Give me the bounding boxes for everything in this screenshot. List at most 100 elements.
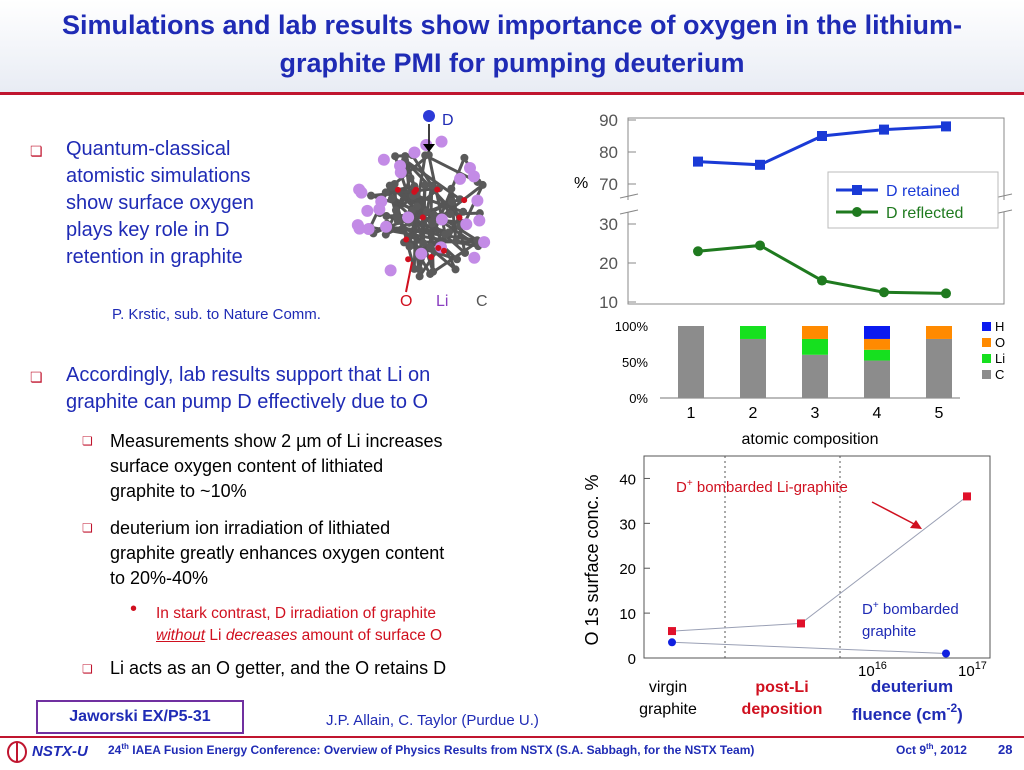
oxygen-atom-icon — [428, 254, 435, 261]
legend-label-0: D retained — [886, 183, 960, 200]
label-sup: + — [873, 600, 879, 611]
label-d: D — [862, 601, 873, 618]
title-bar — [0, 0, 1024, 92]
lithium-atom-icon — [463, 161, 476, 174]
line-chart-ytick: 20 — [599, 254, 618, 273]
carbon-atom-icon — [447, 197, 456, 206]
carbon-atom-icon — [415, 272, 424, 281]
oxygen-atom-icon — [403, 236, 410, 243]
bar-legend-swatch-icon — [982, 354, 991, 363]
region-label-virgin: virgin — [649, 679, 687, 696]
carbon-atom-icon — [447, 184, 456, 193]
oxygen-atom-icon — [412, 186, 419, 193]
lithium-atom-icon — [394, 166, 407, 179]
bar-legend-label: C — [995, 367, 1004, 382]
footer-text: 24th IAEA Fusion Energy Conference: Over… — [108, 742, 754, 757]
bar-segment-h — [864, 326, 890, 339]
sub-sub-line-2: without Li decreases amount of surface O — [156, 625, 556, 647]
scatter-point-li-graphite — [797, 619, 805, 628]
scatter-ytick: 0 — [628, 651, 636, 668]
lithium-atom-icon — [435, 135, 448, 148]
line-chart-ytick: 30 — [599, 215, 618, 234]
label-d: D — [442, 112, 454, 129]
sub-bullet-marker-icon: ❏ — [82, 434, 93, 448]
bar-segment-li — [740, 326, 766, 339]
carbon-atom-icon — [385, 181, 394, 190]
carbon-atom-icon — [422, 207, 431, 216]
axis-break-gap — [622, 200, 636, 212]
fluence-close: ) — [957, 705, 963, 724]
scatter-series — [668, 492, 971, 658]
carbon-atom-icon — [426, 242, 435, 251]
sub-bullet-3: Li acts as an O getter, and the O retain… — [110, 658, 447, 678]
sub-sub-bullet: In stark contrast, D irradiation of grap… — [156, 603, 556, 647]
lithium-atom-icon — [408, 146, 421, 159]
bar-legend-label: O — [995, 335, 1005, 350]
label-rest: bombarded — [879, 601, 959, 618]
carbon-atom-icon — [421, 151, 430, 160]
o-pointer-line — [405, 261, 413, 293]
data-point-retained — [693, 156, 703, 167]
bar-legend-swatch-icon — [982, 370, 991, 379]
scatter-ytick: 20 — [619, 561, 636, 578]
allain-reference: J.P. Allain, C. Taylor (Purdue U.) — [326, 712, 539, 729]
bar-segment-o — [864, 338, 890, 350]
lithium-atom-icon — [373, 203, 386, 216]
atom-cluster — [351, 135, 491, 281]
lithium-atom-icon — [468, 251, 481, 264]
lithium-atom-icon — [384, 264, 397, 277]
fluence-text: fluence (cm — [852, 705, 946, 724]
bar-segment-c — [864, 360, 890, 398]
carbon-atom-icon — [405, 242, 414, 251]
scatter-point-li-graphite — [668, 627, 676, 636]
bar-chart-ytick: 100% — [615, 319, 649, 334]
bar-chart-ytick: 50% — [622, 355, 648, 370]
carbon-atom-icon — [427, 181, 436, 190]
bar-legend-swatch-icon — [982, 338, 991, 347]
molecule-figure: D O Li C — [351, 110, 491, 310]
carbon-atom-icon — [392, 212, 401, 221]
li-word: Li — [205, 627, 226, 644]
carbon-atom-icon — [406, 174, 415, 183]
jaworski-reference: Jaworski EX/P5-31 — [36, 700, 244, 734]
title-rule — [0, 92, 1024, 95]
carbon-atom-icon — [381, 188, 390, 197]
legend-marker-icon — [852, 207, 862, 217]
region-label-deuterium: deuterium — [871, 677, 953, 696]
data-point-reflected — [817, 275, 827, 286]
data-point-retained — [941, 121, 951, 132]
data-point-retained — [879, 124, 889, 135]
bullet-2-line: graphite can pump D effectively due to O — [66, 391, 429, 413]
axis-break-mark — [619, 209, 639, 215]
bar-chart-xtick: 5 — [935, 405, 944, 422]
footer-conf: IAEA Fusion Energy Conference: Overview … — [128, 743, 755, 757]
sub-bullet-1: Measurements show 2 µm of Li increases s… — [110, 429, 550, 504]
line-chart-ticks: 90 80 70 30 20 10 — [599, 111, 636, 312]
carbon-atom-icon — [391, 152, 400, 161]
line-chart-ytick: 10 — [599, 293, 618, 312]
bar-segment-o — [802, 326, 828, 339]
sub-bullet-2-line: to 20%-40% — [110, 568, 209, 588]
lithium-atom-icon — [454, 172, 467, 185]
carbon-atom-icon — [421, 181, 430, 190]
scatter-ytick: 10 — [619, 606, 636, 623]
data-point-reflected — [693, 246, 703, 257]
carbon-atom-icon — [446, 210, 455, 219]
nstx-logo: NSTX-U — [6, 740, 98, 764]
slide-title: Simulations and lab results show importa… — [61, 10, 963, 78]
bar-chart-ytick: 0% — [629, 391, 648, 406]
label-sup: + — [687, 478, 693, 489]
oxygen-atom-icon — [434, 186, 441, 193]
carbon-atom-icon — [401, 152, 410, 161]
carbon-atom-icon — [391, 206, 400, 215]
scatter-ytick: 30 — [619, 516, 636, 533]
bar-segment-c — [802, 354, 828, 398]
xtick-base: 10 — [958, 663, 975, 680]
data-point-reflected — [879, 287, 889, 298]
xtick-1e17: 1017 — [958, 660, 987, 680]
carbon-atom-icon — [459, 207, 468, 216]
carbon-atom-icon — [419, 239, 428, 248]
footer-sup: th — [121, 742, 129, 751]
lithium-atom-icon — [435, 213, 448, 226]
